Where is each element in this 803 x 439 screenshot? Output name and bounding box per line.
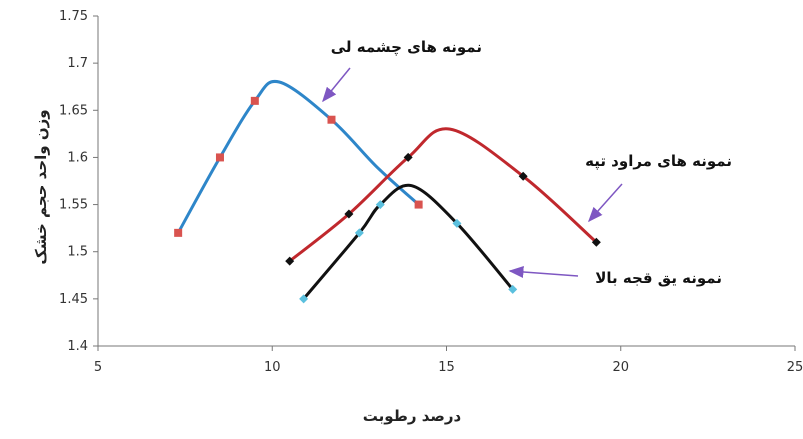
data-point bbox=[344, 209, 354, 219]
data-point bbox=[327, 115, 336, 124]
y-axis-title: وزن واحد حجم خشک bbox=[32, 109, 50, 264]
x-tick-label: 5 bbox=[94, 360, 102, 375]
series-2 bbox=[285, 127, 601, 266]
data-point bbox=[250, 96, 259, 105]
annotation-1: نمونه های چشمه لی bbox=[322, 38, 482, 103]
series-layer bbox=[174, 79, 601, 304]
y-tick-label: 1.5 bbox=[67, 245, 88, 260]
y-tick-label: 1.75 bbox=[59, 9, 88, 24]
data-point bbox=[452, 218, 462, 228]
data-point bbox=[174, 228, 183, 237]
annotation-arrow bbox=[508, 266, 579, 278]
data-point bbox=[518, 171, 528, 181]
x-tick-label: 25 bbox=[787, 360, 803, 375]
data-point bbox=[375, 200, 385, 210]
data-point bbox=[403, 152, 413, 162]
y-tick-label: 1.55 bbox=[59, 198, 88, 213]
series-line bbox=[288, 127, 598, 263]
y-tick-label: 1.7 bbox=[67, 56, 88, 71]
annotation-label: نمونه های مراود تپه bbox=[585, 152, 732, 171]
series-3 bbox=[299, 183, 518, 304]
series-1 bbox=[174, 79, 423, 237]
y-tick-label: 1.45 bbox=[59, 292, 88, 307]
data-point bbox=[508, 284, 518, 294]
x-tick-label: 15 bbox=[438, 360, 455, 375]
y-tick-label: 1.65 bbox=[59, 103, 88, 118]
x-tick-label: 20 bbox=[612, 360, 629, 375]
annotation-label: نمونه های چشمه لی bbox=[331, 38, 482, 57]
data-point bbox=[299, 294, 309, 304]
annotation-2: نمونه های مراود تپه bbox=[585, 152, 732, 223]
data-point bbox=[591, 237, 601, 247]
annotation-label: نمونه یق قجه بالا bbox=[595, 269, 722, 287]
annotation-arrow bbox=[588, 183, 623, 223]
y-tick-label: 1.6 bbox=[67, 150, 88, 165]
x-axis-title: درصد رطوبت bbox=[363, 407, 462, 425]
x-tick-label: 10 bbox=[264, 360, 281, 375]
data-point bbox=[215, 153, 224, 162]
data-point bbox=[285, 256, 295, 266]
data-point bbox=[354, 228, 364, 238]
y-tick-label: 1.4 bbox=[67, 339, 88, 354]
annotation-3: نمونه یق قجه بالا bbox=[508, 266, 722, 287]
data-point bbox=[414, 200, 423, 209]
annotation-layer: نمونه های چشمه لی نمونه های مراود تپه نمون… bbox=[322, 38, 732, 287]
annotation-arrow bbox=[322, 67, 351, 103]
series-line bbox=[302, 183, 515, 301]
series-line bbox=[176, 79, 421, 235]
axes-layer: 1.4 1.45 1.5 1.55 1.6 1.65 1.7 1.75 5 10 15 20 25 bbox=[59, 9, 803, 375]
